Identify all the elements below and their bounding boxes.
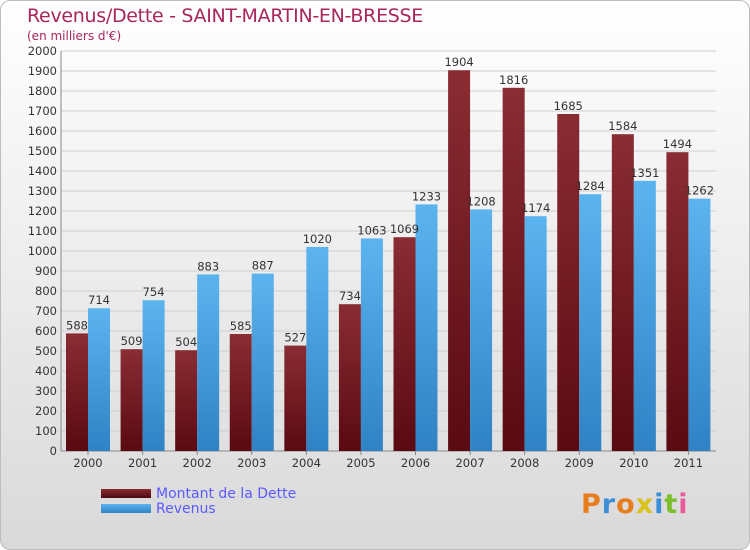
y-tick-label: 600 — [35, 324, 57, 338]
data-label-revenus: 1233 — [412, 189, 441, 203]
bar-revenus — [142, 300, 165, 451]
y-tick-label: 100 — [35, 424, 57, 438]
data-label-dette: 1904 — [444, 55, 473, 69]
data-label-revenus: 883 — [197, 259, 219, 273]
y-tick-label: 0 — [50, 444, 57, 458]
legend-swatch-revenus — [101, 504, 151, 513]
y-tick-label: 1100 — [28, 224, 57, 238]
x-tick-label: 2003 — [237, 456, 266, 470]
bar-dette — [229, 334, 252, 451]
bar-dette — [666, 152, 689, 451]
x-tick-label: 2010 — [619, 456, 648, 470]
logo-letter: r — [601, 489, 617, 520]
data-label-revenus: 1208 — [466, 194, 495, 208]
y-tick-label: 900 — [35, 264, 57, 278]
bar-dette — [284, 345, 307, 451]
legend-label-revenus: Revenus — [156, 501, 216, 517]
bar-dette — [393, 237, 416, 451]
x-tick-label: 2011 — [674, 456, 703, 470]
y-tick-label: 700 — [35, 304, 57, 318]
y-tick-label: 500 — [35, 344, 57, 358]
logo-letter: o — [616, 489, 636, 520]
y-tick-label: 2000 — [28, 44, 57, 58]
logo-letter: t — [664, 489, 679, 520]
bar-dette — [66, 333, 88, 451]
x-tick-label: 2006 — [401, 456, 430, 470]
bar-revenus — [688, 198, 711, 451]
data-label-revenus: 887 — [252, 259, 274, 273]
x-tick-label: 2008 — [510, 456, 539, 470]
data-label-revenus: 1351 — [630, 166, 659, 180]
data-label-dette: 1069 — [390, 222, 419, 236]
data-label-revenus: 1063 — [357, 223, 386, 237]
x-tick-label: 2005 — [346, 456, 375, 470]
bar-revenus — [415, 204, 438, 451]
bar-dette — [557, 114, 580, 451]
y-tick-label: 1200 — [28, 204, 57, 218]
y-tick-label: 1800 — [28, 84, 57, 98]
bar-dette — [611, 134, 634, 451]
x-tick-label: 2000 — [73, 456, 102, 470]
x-tick-label: 2002 — [183, 456, 212, 470]
data-label-dette: 585 — [230, 319, 252, 333]
y-tick-label: 200 — [35, 404, 57, 418]
data-label-dette: 1584 — [608, 119, 637, 133]
y-tick-label: 1700 — [28, 104, 57, 118]
bar-revenus — [579, 194, 602, 451]
data-label-revenus: 1174 — [521, 201, 550, 215]
data-label-dette: 504 — [175, 335, 197, 349]
data-label-revenus: 1020 — [303, 232, 332, 246]
legend-label-dette: Montant de la Dette — [156, 486, 297, 502]
data-label-dette: 509 — [121, 334, 143, 348]
data-label-revenus: 714 — [88, 293, 110, 307]
bar-dette — [120, 349, 143, 451]
y-tick-label: 1500 — [28, 144, 57, 158]
data-label-dette: 1494 — [663, 137, 692, 151]
y-tick-label: 800 — [35, 284, 57, 298]
data-label-dette: 734 — [339, 289, 361, 303]
data-label-revenus: 1262 — [685, 184, 714, 198]
bar-dette — [448, 70, 471, 451]
logo-letter: i — [654, 489, 665, 520]
bar-dette — [502, 87, 525, 452]
y-tick-label: 1300 — [28, 184, 57, 198]
bar-revenus — [470, 209, 493, 451]
bar-revenus — [306, 247, 329, 451]
chart-subtitle: (en milliers d'€) — [27, 29, 122, 43]
bar-dette — [338, 304, 361, 451]
bar-dette — [175, 350, 198, 451]
y-tick-label: 1600 — [28, 124, 57, 138]
legend-swatch-dette — [101, 489, 151, 498]
bar-revenus — [633, 180, 656, 452]
x-tick-label: 2004 — [292, 456, 321, 470]
logo-letter: P — [581, 489, 602, 520]
data-label-revenus: 1284 — [576, 179, 605, 193]
data-label-dette: 588 — [66, 318, 88, 332]
x-tick-label: 2007 — [455, 456, 484, 470]
y-tick-label: 300 — [35, 384, 57, 398]
data-label-dette: 1685 — [554, 99, 583, 113]
logo-letter: i — [678, 489, 689, 520]
x-tick-label: 2001 — [128, 456, 157, 470]
y-tick-label: 1900 — [28, 64, 57, 78]
y-tick-label: 400 — [35, 364, 57, 378]
chart-title: Revenus/Dette - SAINT-MARTIN-EN-BRESSE — [27, 5, 423, 27]
bar-revenus — [251, 273, 274, 451]
bar-revenus — [524, 216, 547, 451]
y-tick-label: 1400 — [28, 164, 57, 178]
y-tick-label: 1000 — [28, 244, 57, 258]
data-label-dette: 527 — [284, 331, 306, 345]
bar-revenus — [197, 274, 220, 451]
bar-revenus — [360, 238, 383, 451]
proxiti-logo: Proxiti — [581, 489, 689, 520]
bar-revenus — [88, 308, 110, 451]
data-label-dette: 1816 — [499, 73, 528, 87]
data-label-revenus: 754 — [143, 285, 165, 299]
logo-letter: x — [635, 489, 655, 520]
x-tick-label: 2009 — [565, 456, 594, 470]
